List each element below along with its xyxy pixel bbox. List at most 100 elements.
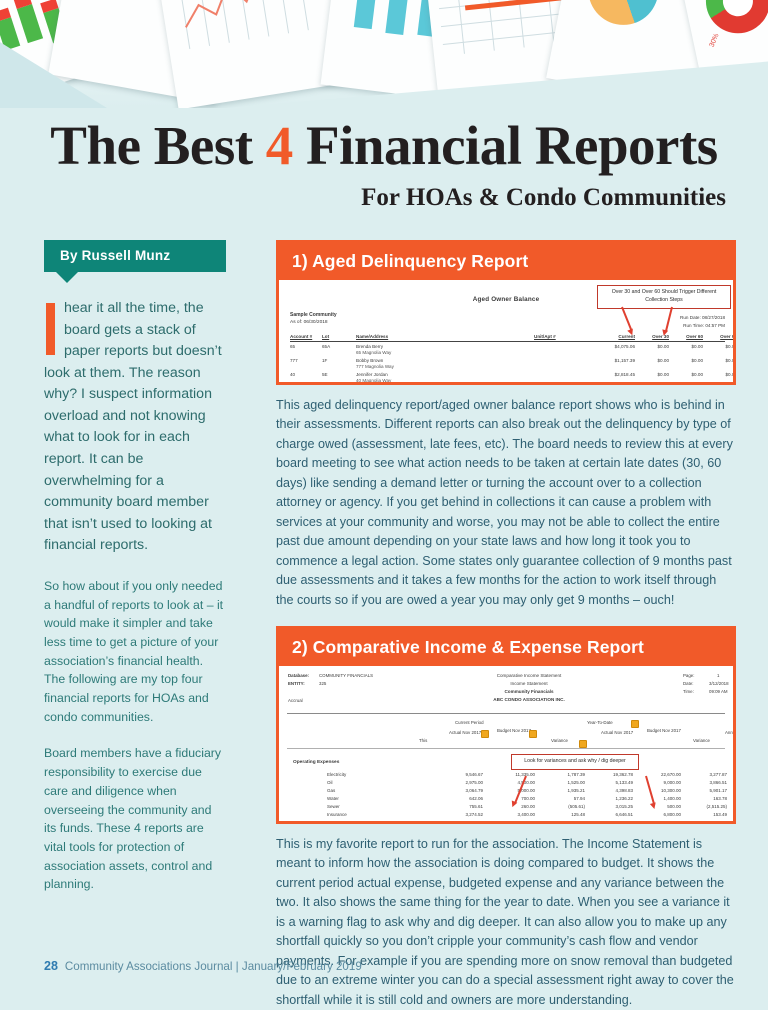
r2-time-value: 09:09 AM [709,688,728,694]
r2-cell-annual: 8,400.00 [719,796,733,801]
r2-cell-name: Gas [327,787,336,793]
r2-col-annual-budget: Annual Budget [725,729,736,735]
r2-col-cp-variance: Variance [551,737,569,743]
table-row: 65 65A Brenda Berry 65 Magnolia Way $4,0… [279,344,733,358]
r2-cell-name: Electricity [327,771,347,777]
r2-cell-ytd-budget: 9,000.00 [663,779,681,785]
r2-cell-cp-actual: 755.61 [469,803,483,809]
r1-cell-over60: $0.00 [691,372,704,377]
r2-rule-top [287,712,725,714]
r1-cell-account: 65 [290,344,296,349]
flag-icon [481,729,489,738]
paper-line-chart-sheet [153,0,362,108]
r2-col-this: This [419,737,428,743]
title-number: 4 [265,115,294,176]
r1-cell-name: Brenda Berry [356,344,384,349]
r1-annotation-callout: Over 30 and Over 60 Should Trigger Diffe… [597,285,731,309]
hero-decorative-image: 30% [0,0,768,108]
r2-date-label: Date: [683,680,694,686]
r1-col-current: Current [618,334,635,339]
flag-icon [579,739,587,748]
r1-col-unit: Unit/Apt # [534,334,556,339]
r2-cell-ytd-budget: 6,800.00 [663,811,681,817]
report-2-screenshot: Database: COMMUNITY FINANCIALS ENTITY: 3… [276,665,736,824]
r2-center-line-1: Comparative Income Statement [496,672,562,678]
sidebar-paragraph-3: Board members have a fiduciary responsib… [44,746,222,892]
r1-col-over90: Over 90 [720,334,736,339]
r2-date-value: 3/12/2018 [709,680,729,686]
r1-cell-lot: 1F [322,358,328,363]
r1-cell-over30: $0.00 [657,358,670,363]
r1-cell-address: 777 Magnolia Way [356,364,394,369]
r2-cell-annual: 136,993.00 [719,772,733,777]
r2-cell-cp-budget: 3,400.00 [517,811,535,817]
r2-cell-cp-budget: 700.00 [521,795,535,801]
r1-callout-arrow-right [664,306,673,333]
title-part-before: The Best [50,115,266,176]
r1-cell-current: $4,075.06 [614,344,635,349]
report-2-heading: 2) Comparative Income & Expense Report [276,625,736,666]
r2-cell-ytd-actual: 6,646.51 [615,811,633,817]
r2-cell-cp-variance: 125.48 [571,811,585,817]
r1-cell-lot: 5E [322,372,328,377]
main-column: 1) Aged Delinquency Report Aged Owner Ba… [276,240,736,1010]
r2-cell-ytd-variance: 153.49 [713,811,727,817]
r1-cell-account: 777 [290,358,298,363]
r2-cell-cp-variance: (505.61) [568,803,585,809]
r2-group-current-period: Current Period [455,719,484,725]
r1-cell-over60: $0.00 [691,344,704,349]
r1-cell-over30: $0.00 [657,344,670,349]
r1-cell-address: 65 Magnolia Way [356,350,392,355]
r2-cell-ytd-variance: 3,866.51 [709,779,727,785]
r2-accrual-label: Accrual [288,697,303,703]
r2-cell-ytd-budget: 1,400.00 [663,795,681,801]
report-1-heading: 1) Aged Delinquency Report [276,240,736,280]
r2-cell-cp-actual: 9,546.67 [465,771,483,777]
r2-cell-cp-actual: 2,975.00 [465,779,483,785]
r2-col-ytd-actual: Actual Nov 2017 [601,729,634,735]
donut-chart [699,0,768,40]
flag-icon [529,729,537,738]
r2-cell-ytd-actual: 1,236.22 [615,795,633,801]
r2-annotation-callout: Look for variances and ask why / dig dee… [511,753,639,770]
r1-cell-lot: 65A [322,344,331,349]
r1-cell-over30: $0.00 [657,372,670,377]
r2-center-line-3: Community Financials [504,688,554,694]
r2-cell-cp-budget: 5,000.00 [517,787,535,793]
r1-cell-name: Bobby Brown [356,358,384,363]
r2-cell-cp-actual: 3,274.52 [465,811,483,817]
r2-center-line-4: ABC CONDO ASSOCIATION INC. [493,696,565,702]
r2-group-year-to-date: Year-To-Date [587,719,613,725]
report-2-body: This is my favorite report to run for th… [276,836,734,1007]
r2-cell-name: Oil [327,779,333,785]
r2-center-line-2: Income Statement [510,680,548,686]
r2-entity-value: 325 [319,680,327,686]
r1-community: Sample Community [290,312,337,318]
report-card-1: 1) Aged Delinquency Report Aged Owner Ba… [276,240,736,610]
r2-cell-cp-actual: 3,064.79 [465,787,483,793]
pie-chart [582,0,665,31]
footer-text: Community Associations Journal | January… [64,960,362,973]
flag-icon [631,719,639,728]
table-row: 777 1F Bobby Brown 777 Magnolia Way $1,1… [279,358,733,372]
r1-cell-over90: $0.00 [725,344,736,349]
r1-callout-arrow-left [621,306,633,332]
r2-col-cp-actual: Actual Nov 2017 [449,729,482,735]
r2-cell-cp-variance: 1,525.00 [567,779,585,785]
r2-cell-ytd-variance: 163.78 [713,795,727,801]
r1-run-date: Run Date: 08/27/2018 [680,315,725,320]
r2-cell-cp-variance: 1,935.21 [567,787,585,793]
footer-page-number: 28 [44,959,58,973]
r2-cell-ytd-variance: 3,277.87 [709,771,727,777]
r2-cell-cp-budget: 11,335.00 [515,771,535,777]
r2-cell-cp-budget: 4,500.00 [517,779,535,785]
r2-cell-ytd-variance: (2,515.25) [706,803,727,809]
author-byline: By Russell Munz [44,240,226,283]
r1-cell-over90: $0.00 [725,358,736,363]
r2-database-label: Database: [288,672,309,678]
r2-cell-annual: 40,800.00 [719,812,733,817]
title-block: The Best 4 Financial Reports For HOAs & … [0,108,768,212]
r1-col-over30: Over 30 [652,334,669,339]
r2-cell-ytd-budget: 10,300.00 [660,787,681,793]
r1-as-of: As of: 06/30/2018 [290,320,328,325]
